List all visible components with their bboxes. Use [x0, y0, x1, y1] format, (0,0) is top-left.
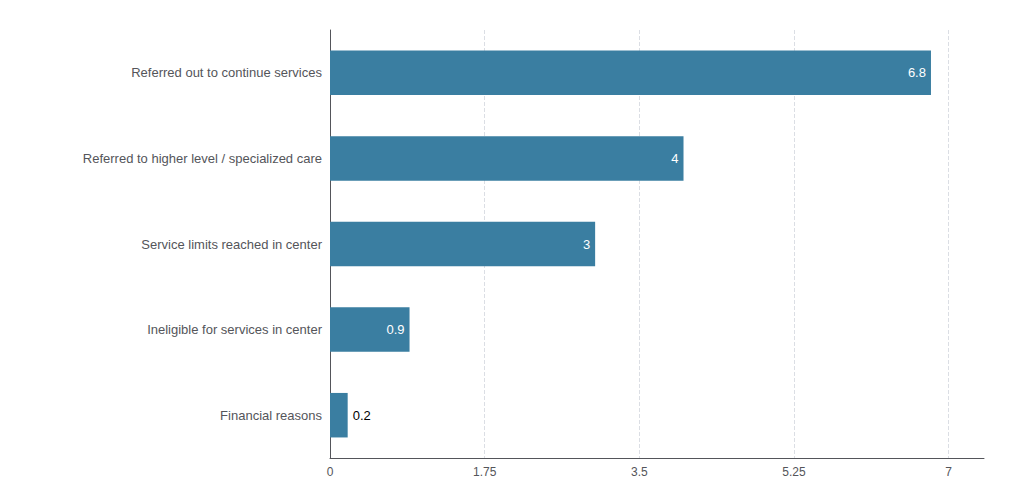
svg-text:7: 7 [945, 465, 952, 479]
svg-text:Financial reasons: Financial reasons [220, 408, 322, 423]
svg-text:6.8: 6.8 [908, 65, 926, 80]
svg-text:Ineligible for services in cen: Ineligible for services in center [147, 322, 323, 337]
svg-text:Referred to higher level / spe: Referred to higher level / specialized c… [83, 151, 322, 166]
svg-text:0: 0 [327, 465, 334, 479]
svg-text:1.75: 1.75 [473, 465, 497, 479]
svg-text:4: 4 [671, 151, 678, 166]
svg-text:Service limits reached in cent: Service limits reached in center [141, 237, 322, 252]
svg-text:3.5: 3.5 [631, 465, 648, 479]
svg-text:0.2: 0.2 [353, 408, 371, 423]
svg-text:5.25: 5.25 [782, 465, 806, 479]
svg-text:0.9: 0.9 [386, 322, 404, 337]
svg-text:3: 3 [583, 237, 590, 252]
svg-text:Referred out to continue servi: Referred out to continue services [131, 65, 322, 80]
